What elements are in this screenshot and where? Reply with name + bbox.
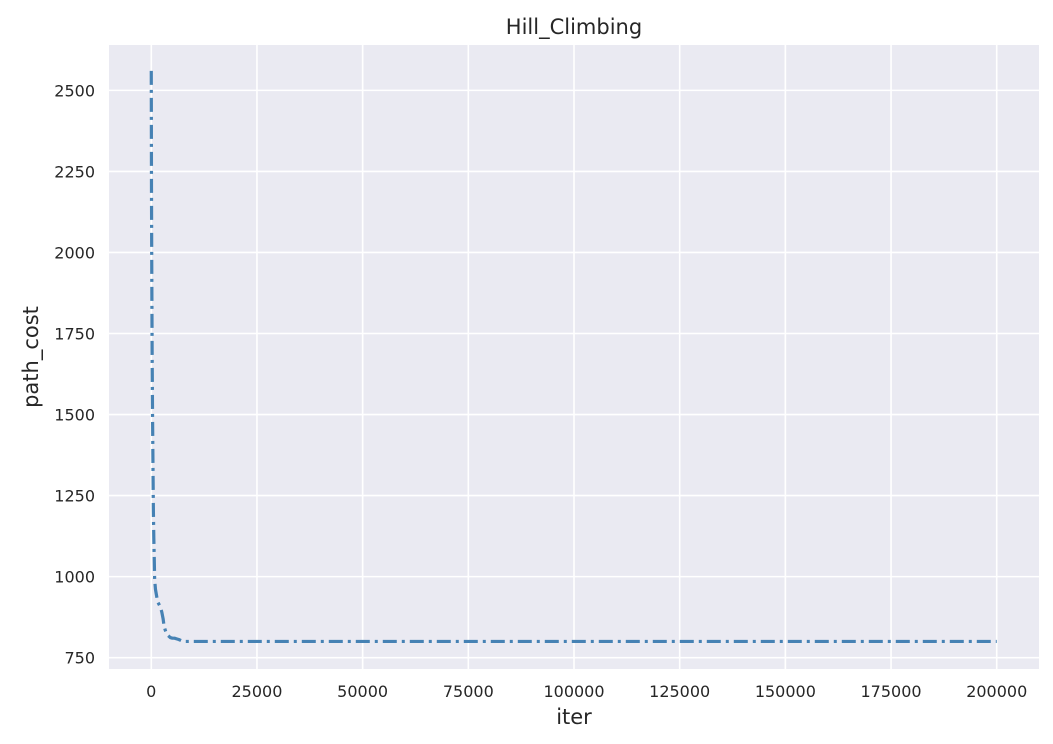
x-tick-labels: 0 25000 50000 75000 100000 125000 150000 175000… xyxy=(146,682,1027,701)
y-tick-label: 1750 xyxy=(54,324,95,343)
x-tick-label: 100000 xyxy=(543,682,604,701)
y-tick-label: 750 xyxy=(64,649,95,668)
y-tick-label: 2000 xyxy=(54,243,95,262)
y-tick-label: 2500 xyxy=(54,81,95,100)
series-line xyxy=(149,70,997,644)
y-tick-label: 1250 xyxy=(54,487,95,506)
chart-title: Hill_Climbing xyxy=(506,15,642,40)
y-axis-label: path_cost xyxy=(19,306,44,408)
x-tick-label: 175000 xyxy=(861,682,922,701)
y-tick-label: 1000 xyxy=(54,568,95,587)
x-tick-label: 50000 xyxy=(337,682,388,701)
grid-lines xyxy=(109,45,1039,669)
series-layer xyxy=(149,70,997,644)
x-tick-label: 75000 xyxy=(443,682,494,701)
x-tick-label: 0 xyxy=(146,682,156,701)
x-tick-label: 125000 xyxy=(649,682,710,701)
y-tick-labels: 750 1000 1250 1500 1750 2000 2250 2500 xyxy=(54,81,95,667)
x-tick-label: 200000 xyxy=(966,682,1027,701)
x-tick-label: 25000 xyxy=(232,682,283,701)
x-tick-label: 150000 xyxy=(755,682,816,701)
y-tick-label: 1500 xyxy=(54,406,95,425)
x-axis-label: iter xyxy=(556,705,592,729)
y-tick-label: 2250 xyxy=(54,162,95,181)
